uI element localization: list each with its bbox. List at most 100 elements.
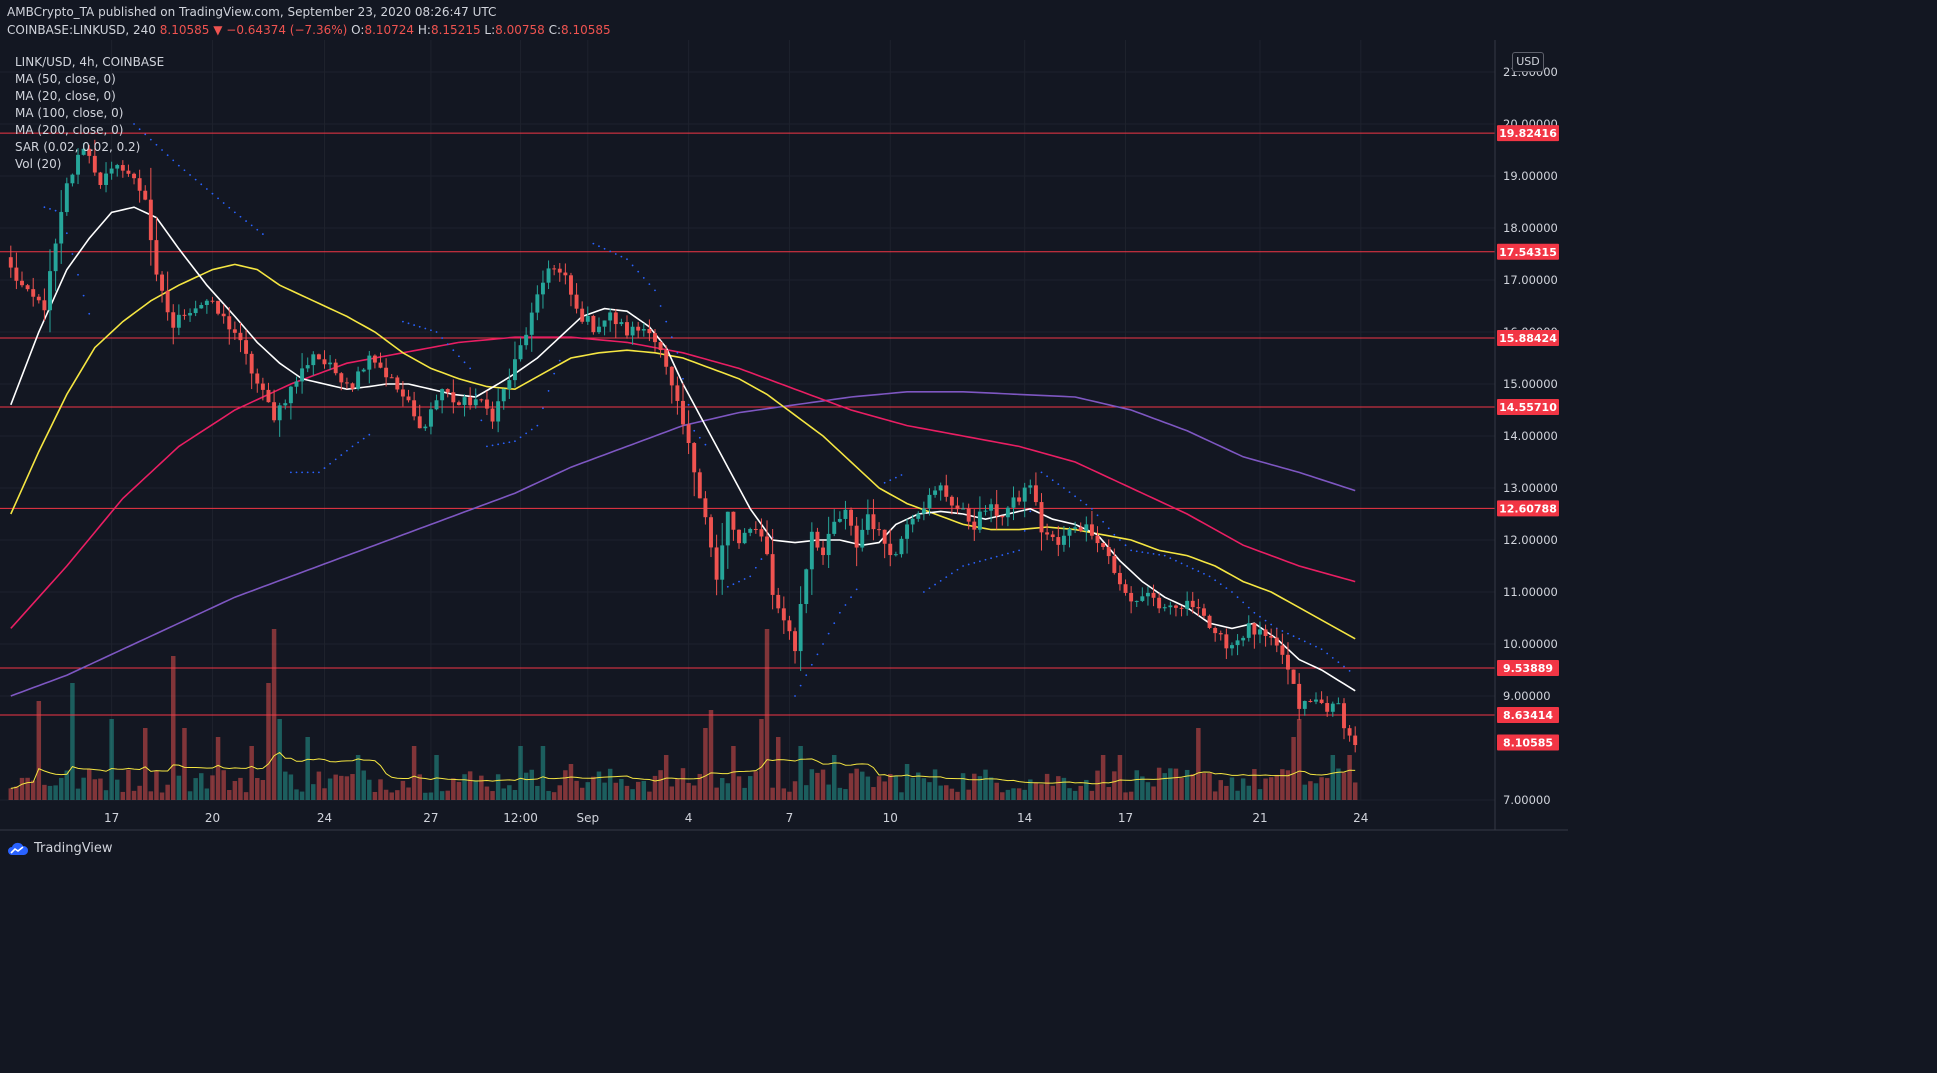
sar-dot bbox=[995, 555, 998, 558]
sar-dot bbox=[816, 653, 819, 656]
candle-body bbox=[1101, 543, 1106, 548]
candle-body bbox=[238, 332, 243, 341]
candle-body bbox=[1022, 487, 1027, 502]
volume-bar bbox=[1352, 782, 1358, 800]
sar-dot bbox=[1001, 554, 1004, 556]
sar-dot bbox=[967, 563, 970, 566]
sar-dot bbox=[1046, 475, 1049, 478]
sar-dot bbox=[1320, 648, 1323, 651]
volume-bar bbox=[182, 728, 187, 800]
volume-bar bbox=[871, 787, 876, 800]
volume-bar bbox=[490, 791, 495, 800]
sar-dot bbox=[687, 403, 690, 406]
sar-dot bbox=[1197, 570, 1200, 573]
sar-dot bbox=[1219, 583, 1222, 586]
legend-vol[interactable]: Vol (20) bbox=[15, 157, 62, 171]
sar-dot bbox=[424, 327, 427, 330]
sar-dot bbox=[144, 133, 147, 136]
candle-body bbox=[473, 399, 478, 406]
legend-title[interactable]: LINK/USD, 4h, COINBASE bbox=[15, 55, 165, 69]
volume-bar bbox=[305, 737, 310, 800]
sar-dot bbox=[900, 474, 903, 476]
sar-dot bbox=[317, 471, 320, 474]
sar-dot bbox=[250, 224, 253, 227]
candle-body bbox=[1336, 703, 1341, 705]
volume-bar bbox=[462, 774, 467, 800]
sar-dot bbox=[1152, 552, 1155, 555]
candle-body bbox=[1319, 699, 1324, 704]
candle-body bbox=[300, 368, 305, 382]
sar-dot bbox=[205, 188, 208, 190]
legend-ma200[interactable]: MA (200, close, 0) bbox=[15, 123, 124, 137]
candle-body bbox=[356, 371, 361, 389]
currency-button[interactable]: USD bbox=[1512, 52, 1544, 72]
sar-dot bbox=[726, 585, 729, 588]
sar-dot bbox=[435, 331, 438, 333]
sar-dot bbox=[1303, 640, 1306, 643]
x-tick-label: Sep bbox=[576, 811, 599, 825]
volume-bar bbox=[535, 785, 540, 800]
volume-bar bbox=[663, 755, 669, 800]
candle-body bbox=[793, 631, 797, 652]
sar-dot bbox=[1012, 551, 1015, 553]
sar-dot bbox=[530, 428, 533, 431]
volume-bar bbox=[1347, 755, 1352, 800]
candle-body bbox=[160, 274, 165, 291]
volume-bar bbox=[809, 769, 815, 800]
volume-bar bbox=[1313, 783, 1319, 800]
sar-dot bbox=[810, 663, 813, 666]
y-tick-label: 11.00000 bbox=[1503, 585, 1558, 599]
candle-body bbox=[608, 312, 613, 321]
volume-bar bbox=[1000, 792, 1005, 800]
candle-body bbox=[770, 554, 775, 595]
candle-body bbox=[602, 320, 607, 327]
volume-bar bbox=[204, 788, 210, 800]
volume-bar bbox=[691, 785, 697, 800]
candle-body bbox=[188, 313, 193, 316]
candle-body bbox=[507, 380, 512, 389]
sar-dot bbox=[1292, 635, 1295, 638]
legend-sar[interactable]: SAR (0.02, 0.02, 0.2) bbox=[15, 140, 141, 154]
level-label: 12.60788 bbox=[1499, 502, 1557, 515]
volume-bar bbox=[1263, 778, 1268, 800]
volume-bar bbox=[1061, 777, 1067, 800]
candle-body bbox=[70, 174, 75, 184]
candle-body bbox=[966, 508, 971, 522]
sar-dot bbox=[698, 436, 701, 439]
candle-body bbox=[574, 294, 579, 309]
sar-dot bbox=[1242, 601, 1245, 604]
horizontal-levels bbox=[0, 132, 1495, 716]
sar-dot bbox=[1158, 553, 1161, 556]
sar-dot bbox=[1225, 587, 1228, 589]
volume-bar bbox=[988, 777, 994, 800]
volume-bar bbox=[876, 776, 882, 800]
volume-bar bbox=[187, 791, 193, 800]
price-chart[interactable]: 21.0000020.0000019.0000018.0000017.00000… bbox=[0, 0, 1568, 869]
volume-bar bbox=[456, 781, 462, 800]
volume-bar bbox=[1106, 787, 1111, 800]
volume-bar bbox=[507, 785, 512, 800]
candle-body bbox=[479, 399, 484, 401]
sar-dot bbox=[928, 587, 931, 590]
sar-dot bbox=[833, 622, 836, 625]
candle-body bbox=[311, 354, 316, 366]
candle-body bbox=[1185, 600, 1190, 609]
tradingview-logo[interactable]: TradingView bbox=[7, 841, 113, 856]
candle-body bbox=[961, 508, 966, 510]
volume-bar bbox=[1173, 768, 1179, 800]
sar-dot bbox=[1208, 575, 1211, 578]
sar-dot bbox=[334, 458, 337, 461]
volume-bar bbox=[143, 728, 148, 800]
volume-ma-line bbox=[10, 751, 1356, 789]
sar-dot bbox=[245, 220, 247, 222]
candle-body bbox=[882, 529, 887, 544]
legend-ma20[interactable]: MA (20, close, 0) bbox=[15, 89, 116, 103]
volume-bar bbox=[759, 719, 764, 800]
volume-bar bbox=[899, 792, 904, 800]
candle-body bbox=[1218, 633, 1223, 635]
volume-bar bbox=[1084, 779, 1089, 800]
legend-ma100[interactable]: MA (100, close, 0) bbox=[15, 106, 124, 120]
candle-body bbox=[1213, 627, 1218, 634]
volume-bar bbox=[14, 786, 19, 800]
legend-ma50[interactable]: MA (50, close, 0) bbox=[15, 72, 116, 86]
